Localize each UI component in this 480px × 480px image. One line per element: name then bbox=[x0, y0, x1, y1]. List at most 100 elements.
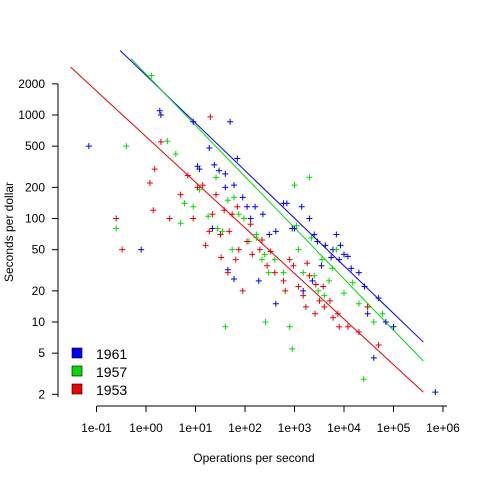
data-point-1957 bbox=[213, 174, 220, 181]
data-point-1953 bbox=[258, 236, 265, 243]
data-point-1953 bbox=[235, 246, 242, 253]
data-point-1953 bbox=[207, 113, 214, 120]
data-point-1957 bbox=[258, 256, 265, 263]
data-point-1961 bbox=[382, 319, 389, 325]
data-point-1957 bbox=[229, 246, 236, 253]
data-point-1957 bbox=[360, 376, 367, 383]
data-point-1961 bbox=[266, 231, 273, 238]
data-point-1953 bbox=[177, 191, 184, 198]
data-points bbox=[85, 72, 439, 396]
data-point-1957 bbox=[295, 246, 302, 253]
data-point-1957 bbox=[262, 319, 269, 325]
legend-swatch-1961 bbox=[71, 347, 83, 359]
data-point-1953 bbox=[364, 303, 371, 310]
data-point-1961 bbox=[333, 231, 340, 238]
data-point-1953 bbox=[282, 287, 289, 294]
data-point-1957 bbox=[319, 256, 326, 263]
data-point-1961 bbox=[375, 295, 382, 302]
data-point-1961 bbox=[206, 144, 213, 151]
x-tick-label: 1e+06 bbox=[426, 421, 460, 435]
y-tick-label: 5 bbox=[38, 346, 45, 360]
data-point-1961 bbox=[306, 215, 313, 222]
data-point-1953 bbox=[312, 310, 319, 317]
data-point-1953 bbox=[344, 323, 351, 330]
x-axis-label: Operations per second bbox=[193, 451, 314, 465]
data-point-1957 bbox=[148, 72, 155, 79]
data-point-1957 bbox=[240, 215, 247, 222]
y-axis-label: Seconds per dollar bbox=[2, 182, 16, 282]
data-point-1961 bbox=[156, 107, 163, 114]
data-point-1953 bbox=[264, 262, 271, 269]
data-point-1953 bbox=[209, 211, 216, 218]
data-point-1957 bbox=[172, 150, 179, 157]
y-tick-label: 500 bbox=[25, 139, 45, 153]
data-point-1961 bbox=[244, 203, 251, 210]
data-point-1953 bbox=[151, 166, 158, 173]
legend-label-1957: 1957 bbox=[96, 364, 127, 380]
legend-label-1953: 1953 bbox=[96, 382, 127, 398]
x-tick-label: 1e-01 bbox=[81, 421, 112, 435]
data-point-1953 bbox=[221, 207, 228, 214]
data-point-1953 bbox=[321, 303, 328, 310]
x-tick-label: 1e+05 bbox=[377, 421, 411, 435]
data-point-1957 bbox=[280, 269, 287, 276]
data-point-1953 bbox=[336, 323, 343, 330]
axes: 1e-01 1e+00 1e+01 1e+02 1e+03 1e+04 1e+05 1e+06… bbox=[18, 77, 460, 435]
data-point-1957 bbox=[306, 174, 313, 181]
data-point-1961 bbox=[322, 242, 329, 249]
data-point-1961 bbox=[311, 231, 318, 238]
data-point-1953 bbox=[184, 172, 191, 179]
data-point-1961 bbox=[341, 251, 347, 258]
data-point-1961 bbox=[209, 225, 216, 232]
y-tick-label: 100 bbox=[25, 212, 45, 226]
data-point-1953 bbox=[256, 246, 263, 253]
y-tick-label: 20 bbox=[32, 284, 46, 298]
data-point-1957 bbox=[219, 228, 226, 235]
data-point-1953 bbox=[206, 228, 213, 235]
data-point-1953 bbox=[316, 297, 323, 304]
data-point-1957 bbox=[333, 246, 340, 253]
data-point-1961 bbox=[298, 203, 305, 210]
data-point-1961 bbox=[272, 228, 279, 235]
x-tick-label: 1e+04 bbox=[327, 421, 361, 435]
data-point-1957 bbox=[329, 265, 336, 272]
data-point-1957 bbox=[355, 300, 362, 307]
data-point-1957 bbox=[289, 345, 296, 352]
y-tick-label: 2 bbox=[38, 387, 45, 401]
data-point-1961 bbox=[314, 238, 321, 245]
data-point-1961 bbox=[259, 211, 266, 218]
data-point-1957 bbox=[177, 220, 184, 227]
data-point-1957 bbox=[113, 225, 120, 232]
legend: 1961 1957 1953 bbox=[71, 346, 127, 398]
data-point-1961 bbox=[272, 300, 279, 307]
data-point-1961 bbox=[190, 118, 197, 125]
data-point-1957 bbox=[341, 290, 347, 297]
x-tick-label: 1e+02 bbox=[228, 421, 262, 435]
data-point-1953 bbox=[290, 262, 297, 269]
data-point-1961 bbox=[222, 184, 229, 191]
x-ticks: 1e-01 1e+00 1e+01 1e+02 1e+03 1e+04 1e+05 1e+06 bbox=[81, 406, 460, 435]
data-point-1953 bbox=[234, 203, 241, 210]
data-point-1953 bbox=[312, 281, 319, 288]
data-point-1953 bbox=[271, 269, 278, 276]
data-point-1957 bbox=[222, 323, 229, 330]
data-point-1957 bbox=[379, 310, 386, 317]
data-point-1953 bbox=[157, 138, 164, 145]
data-point-1957 bbox=[190, 203, 197, 210]
data-point-1957 bbox=[205, 213, 212, 220]
data-point-1961 bbox=[234, 155, 241, 162]
y-tick-label: 200 bbox=[25, 180, 45, 194]
data-point-1953 bbox=[326, 297, 333, 304]
data-point-1957 bbox=[286, 323, 293, 330]
data-point-1961 bbox=[364, 310, 371, 317]
data-point-1953 bbox=[355, 329, 362, 336]
data-point-1961 bbox=[138, 246, 145, 253]
data-point-1953 bbox=[320, 283, 327, 290]
data-point-1953 bbox=[150, 207, 157, 214]
data-point-1961 bbox=[196, 166, 203, 173]
data-point-1953 bbox=[194, 184, 201, 191]
fit-line-1953 bbox=[70, 66, 424, 393]
data-point-1961 bbox=[336, 256, 343, 263]
y-tick-label: 50 bbox=[32, 243, 46, 257]
